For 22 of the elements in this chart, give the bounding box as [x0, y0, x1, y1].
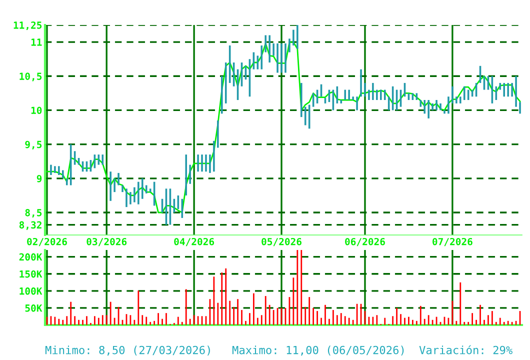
y-tick-label: 9,5	[25, 140, 42, 150]
y-tick-label: 8,5	[25, 208, 42, 218]
text: Maximo: 11,00 (06/05/2026)	[232, 346, 404, 356]
y-tick-label: 9	[36, 174, 42, 182]
x-tick-label: 04/2026	[174, 238, 214, 246]
y-tick-label: 11	[31, 38, 42, 46]
y-tick-label: 100K	[20, 287, 42, 295]
y-tick-label: 200K	[19, 253, 42, 261]
line-series	[46, 41, 521, 214]
y-tick-label: 150K	[20, 270, 42, 278]
y-tick-label: 10,5	[20, 72, 42, 82]
y-tick-label: 11,25	[14, 21, 42, 30]
x-tick-label: 02/2026	[27, 238, 67, 246]
text: Variación: 29%	[419, 345, 512, 354]
x-tick-label: 03/2026	[86, 238, 127, 246]
x-tick-label: 05/2026	[262, 238, 302, 246]
x-tick-label: 06/2026	[345, 238, 385, 246]
x-tick-label: 07/2026	[432, 238, 472, 246]
y-tick-label: 50K	[25, 304, 42, 312]
y-tick-label: 10	[31, 106, 42, 114]
y-tick-label: 8,32	[19, 221, 42, 230]
text: Minimo: 8,50 (27/03/2026)	[45, 346, 210, 356]
